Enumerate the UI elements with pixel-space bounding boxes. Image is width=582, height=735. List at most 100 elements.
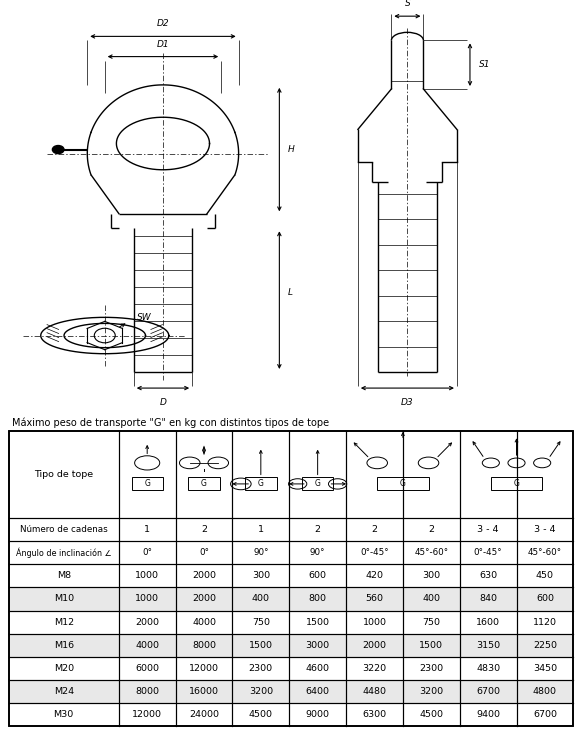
Text: 9000: 9000 — [306, 711, 329, 720]
Text: 300: 300 — [252, 571, 270, 581]
Text: D2: D2 — [157, 19, 169, 28]
Text: 8000: 8000 — [192, 641, 216, 650]
Text: 90°: 90° — [253, 548, 268, 557]
Text: 300: 300 — [422, 571, 441, 581]
Text: 600: 600 — [536, 595, 554, 603]
Circle shape — [52, 146, 64, 154]
Text: 800: 800 — [308, 595, 327, 603]
Text: 0°-45°: 0°-45° — [360, 548, 389, 557]
Text: 3000: 3000 — [306, 641, 330, 650]
Text: 420: 420 — [365, 571, 384, 581]
Text: M30: M30 — [54, 711, 74, 720]
Text: 2000: 2000 — [363, 641, 386, 650]
Text: 4500: 4500 — [419, 711, 443, 720]
Text: 4480: 4480 — [363, 687, 386, 696]
Text: 2: 2 — [315, 525, 321, 534]
Text: 400: 400 — [252, 595, 270, 603]
Text: 2: 2 — [371, 525, 378, 534]
Text: 2000: 2000 — [192, 595, 216, 603]
Text: 6700: 6700 — [533, 711, 557, 720]
Text: 3450: 3450 — [533, 664, 557, 673]
Text: 1500: 1500 — [306, 617, 329, 627]
Text: 3220: 3220 — [363, 664, 386, 673]
Text: M16: M16 — [54, 641, 74, 650]
Text: 6700: 6700 — [476, 687, 500, 696]
Text: 0°: 0° — [142, 548, 152, 557]
Bar — [9, 587, 573, 611]
Text: 1500: 1500 — [419, 641, 443, 650]
Text: G: G — [144, 479, 150, 489]
Text: 2300: 2300 — [249, 664, 273, 673]
Text: 3150: 3150 — [476, 641, 500, 650]
Bar — [302, 478, 333, 490]
Text: 3200: 3200 — [249, 687, 273, 696]
Text: 6400: 6400 — [306, 687, 329, 696]
Text: 400: 400 — [423, 595, 440, 603]
Text: 8000: 8000 — [135, 687, 159, 696]
Text: 1000: 1000 — [135, 595, 159, 603]
Text: 2300: 2300 — [419, 664, 443, 673]
Text: 630: 630 — [479, 571, 497, 581]
Text: M10: M10 — [54, 595, 74, 603]
Bar — [377, 478, 428, 490]
Text: 2000: 2000 — [135, 617, 159, 627]
Text: 45°-60°: 45°-60° — [528, 548, 562, 557]
Text: 1000: 1000 — [363, 617, 386, 627]
Text: 0°-45°: 0°-45° — [474, 548, 502, 557]
Bar — [9, 680, 573, 703]
Text: H: H — [288, 145, 295, 154]
Text: M8: M8 — [56, 571, 71, 581]
Text: G: G — [400, 479, 406, 489]
Text: 3200: 3200 — [419, 687, 443, 696]
Text: 1600: 1600 — [476, 617, 500, 627]
Text: 16000: 16000 — [189, 687, 219, 696]
Text: 9400: 9400 — [476, 711, 500, 720]
Bar — [9, 634, 573, 657]
Text: Número de cadenas: Número de cadenas — [20, 525, 108, 534]
Text: 3 - 4: 3 - 4 — [477, 525, 499, 534]
Text: 750: 750 — [423, 617, 440, 627]
Text: 4600: 4600 — [306, 664, 329, 673]
Text: 2250: 2250 — [533, 641, 557, 650]
Text: 840: 840 — [479, 595, 497, 603]
Bar — [132, 478, 163, 490]
Text: G: G — [315, 479, 321, 489]
Text: G: G — [258, 479, 264, 489]
Text: G: G — [201, 479, 207, 489]
Text: 560: 560 — [365, 595, 384, 603]
Text: 1120: 1120 — [533, 617, 557, 627]
Text: G: G — [513, 479, 520, 489]
Text: D: D — [159, 398, 166, 407]
Text: 450: 450 — [536, 571, 554, 581]
Text: 45°-60°: 45°-60° — [414, 548, 448, 557]
Bar — [245, 478, 276, 490]
Text: 24000: 24000 — [189, 711, 219, 720]
Bar — [189, 478, 219, 490]
Text: Ángulo de inclinación ∠: Ángulo de inclinación ∠ — [16, 548, 112, 558]
Text: SW: SW — [137, 313, 151, 322]
Text: 2000: 2000 — [192, 571, 216, 581]
Text: S1: S1 — [479, 60, 490, 69]
Bar — [491, 478, 542, 490]
Text: 4830: 4830 — [476, 664, 500, 673]
Text: 1: 1 — [258, 525, 264, 534]
Text: Tipo de tope: Tipo de tope — [34, 470, 93, 478]
Text: 750: 750 — [252, 617, 270, 627]
Text: 12000: 12000 — [132, 711, 162, 720]
Text: M24: M24 — [54, 687, 74, 696]
Text: 2: 2 — [201, 525, 207, 534]
Text: M20: M20 — [54, 664, 74, 673]
Text: 4500: 4500 — [249, 711, 273, 720]
Text: 600: 600 — [308, 571, 327, 581]
Text: 2: 2 — [428, 525, 434, 534]
Text: L: L — [288, 287, 293, 296]
Text: 4800: 4800 — [533, 687, 557, 696]
Text: 4000: 4000 — [192, 617, 216, 627]
Text: 90°: 90° — [310, 548, 325, 557]
Text: S: S — [404, 0, 410, 8]
Text: 12000: 12000 — [189, 664, 219, 673]
Text: 0°: 0° — [199, 548, 209, 557]
Text: M12: M12 — [54, 617, 74, 627]
Text: 1500: 1500 — [249, 641, 273, 650]
Text: 1: 1 — [144, 525, 150, 534]
